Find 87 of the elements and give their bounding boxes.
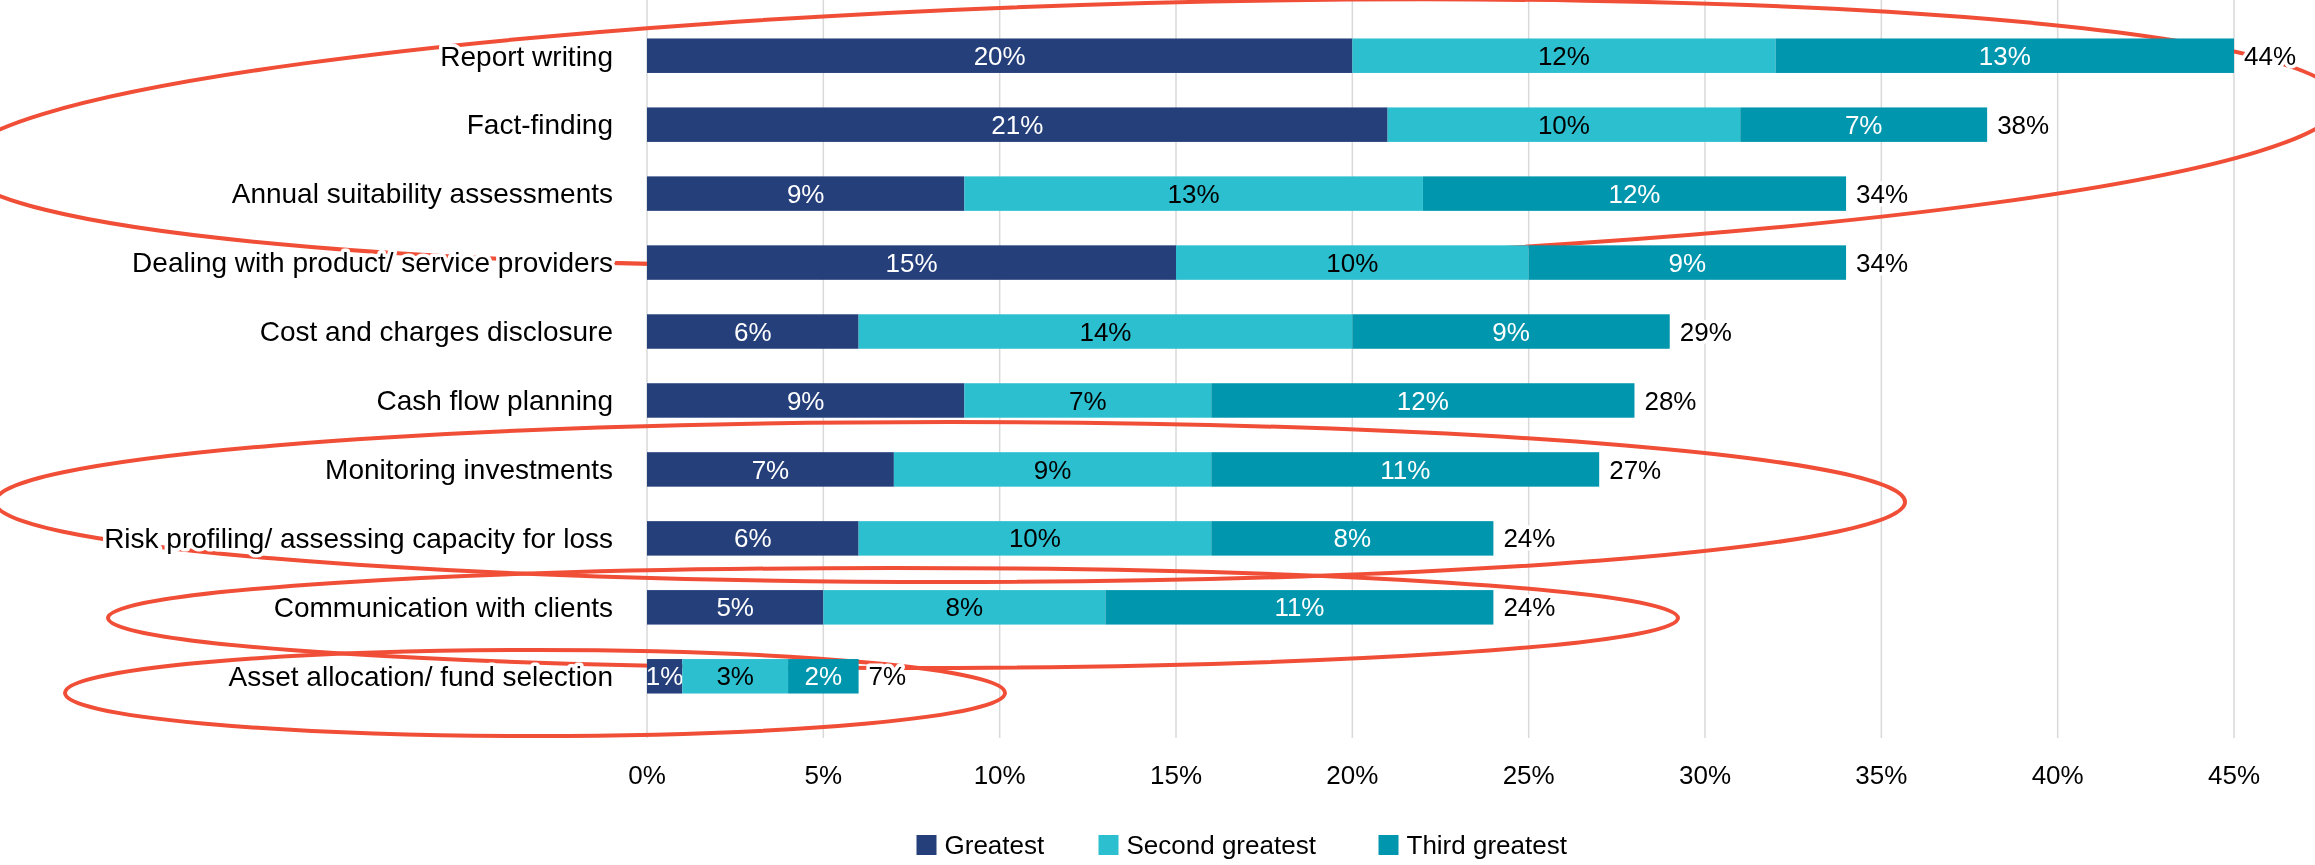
- data-label: 7%: [1069, 385, 1107, 416]
- bar: [647, 521, 859, 556]
- data-label: 6%: [734, 523, 772, 554]
- data-label: 3%: [716, 661, 754, 692]
- bar: [1352, 38, 1776, 73]
- bar: [964, 176, 1423, 211]
- y-tick-label: Fact-finding: [466, 109, 613, 141]
- bar: [682, 659, 789, 694]
- bar: [647, 452, 894, 487]
- data-label: 7%: [751, 454, 790, 485]
- bar: [1352, 314, 1670, 349]
- bar: [647, 383, 965, 418]
- y-tick-label: Cost and charges disclosure: [259, 316, 613, 348]
- data-label: 7%: [1844, 109, 1883, 140]
- data-label: 8%: [945, 592, 984, 623]
- data-label: 12%: [1396, 385, 1449, 416]
- bar: [1775, 38, 2234, 73]
- data-label: 9%: [1492, 316, 1530, 347]
- data-label: 8%: [1333, 523, 1372, 554]
- total-label: 38%: [1997, 109, 2050, 140]
- x-tick-label: 30%: [1678, 760, 1732, 791]
- y-tick-label: Report writing: [440, 40, 613, 72]
- data-label: 9%: [786, 178, 825, 209]
- data-label: 21%: [991, 109, 1044, 140]
- y-tick-label: Cash flow planning: [376, 385, 613, 417]
- data-label: 13%: [1167, 178, 1220, 209]
- x-tick-label: 5%: [804, 760, 843, 791]
- data-label: 9%: [1033, 454, 1072, 485]
- data-label: 2%: [804, 661, 843, 692]
- data-label: 6%: [734, 316, 772, 347]
- bar: [1176, 245, 1529, 280]
- data-label: 12%: [1608, 178, 1661, 209]
- data-label: 5%: [716, 592, 754, 623]
- data-label: 12%: [1537, 40, 1590, 71]
- bar: [893, 452, 1212, 487]
- x-tick-label: 40%: [2031, 760, 2084, 791]
- bar: [1211, 521, 1494, 556]
- bar: [647, 176, 965, 211]
- bar: [1387, 107, 1741, 142]
- data-label: 14%: [1079, 316, 1132, 347]
- x-tick-label: 10%: [973, 760, 1026, 791]
- data-label: 10%: [1537, 109, 1590, 140]
- x-tick-label: 35%: [1855, 760, 1908, 791]
- x-tick-label: 15%: [1149, 760, 1203, 791]
- bar: [647, 314, 859, 349]
- bar: [647, 107, 1388, 142]
- total-label: 34%: [1856, 247, 1909, 278]
- data-label: 20%: [973, 40, 1026, 71]
- y-tick-label: Communication with clients: [273, 592, 613, 624]
- y-tick-label: Asset allocation/ fund selection: [228, 661, 613, 693]
- total-label: 24%: [1503, 592, 1556, 623]
- data-label: 9%: [1668, 247, 1707, 278]
- data-label: 13%: [1978, 40, 2031, 71]
- data-label: 11%: [1380, 454, 1431, 485]
- bar: [647, 38, 1353, 73]
- data-label: 11%: [1274, 592, 1325, 623]
- bar: [1211, 452, 1600, 487]
- total-label: 24%: [1503, 523, 1556, 554]
- total-label: 27%: [1609, 454, 1662, 485]
- y-tick-label: Annual suitability assessments: [231, 178, 613, 210]
- total-label: 28%: [1644, 385, 1697, 416]
- bar: [964, 383, 1212, 418]
- y-tick-label: Monitoring investments: [325, 454, 613, 486]
- bar: [1740, 107, 1988, 142]
- x-tick-label: 25%: [1502, 760, 1555, 791]
- legend-label: Greatest: [944, 830, 1045, 861]
- x-tick-label: 0%: [628, 760, 666, 791]
- total-label: 29%: [1679, 316, 1732, 347]
- bar: [858, 521, 1212, 556]
- bar: [1211, 383, 1635, 418]
- x-tick-label: 45%: [2207, 760, 2261, 791]
- bar: [647, 590, 824, 625]
- bar: [647, 245, 1176, 280]
- legend-label: Second greatest: [1126, 830, 1317, 861]
- bar: [823, 590, 1106, 625]
- x-tick-label: 20%: [1326, 760, 1379, 791]
- total-label: 34%: [1856, 178, 1909, 209]
- total-label: 7%: [868, 661, 907, 692]
- bar: [1422, 176, 1847, 211]
- bar: [1528, 245, 1847, 280]
- data-label: 10%: [1008, 523, 1061, 554]
- data-label: 15%: [885, 247, 938, 278]
- legend-label: Third greatest: [1406, 830, 1568, 861]
- bar: [858, 314, 1353, 349]
- bar: [1105, 590, 1494, 625]
- data-label: 10%: [1326, 247, 1379, 278]
- data-label: 9%: [786, 385, 825, 416]
